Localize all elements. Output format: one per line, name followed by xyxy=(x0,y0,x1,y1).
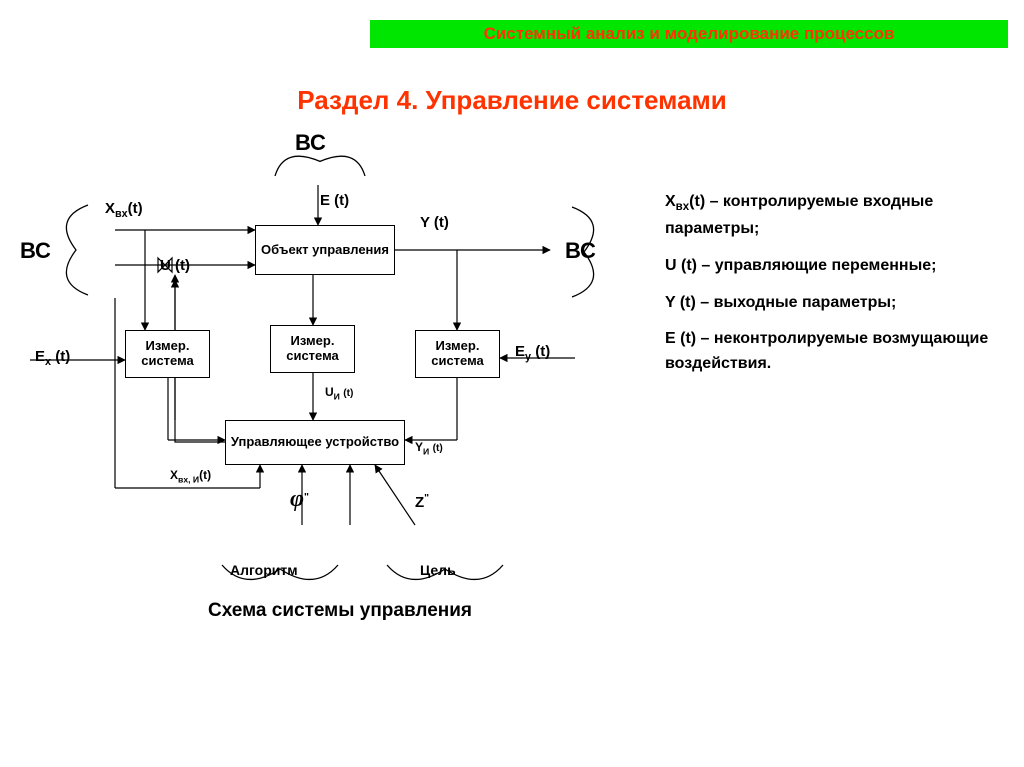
label-algo: Алгоритм xyxy=(230,562,298,578)
legend-item: E (t) – неконтролируемые возмущающие воз… xyxy=(665,327,1005,377)
legend-item: U (t) – управляющие переменные; xyxy=(665,254,1005,279)
control-system-diagram: Объект управления Измер. система Измер. си… xyxy=(20,130,660,610)
label-bc_top: ВС xyxy=(295,130,326,156)
node-ctrl: Управляющее устройство xyxy=(225,420,405,465)
label-x_in: Xвх(t) xyxy=(105,200,143,220)
label-e_t: E (t) xyxy=(320,192,349,209)
node-measX: Измер. система xyxy=(125,330,210,378)
label-ey_t: Ey (t) xyxy=(515,343,550,363)
label-y_i: YИ (t) xyxy=(415,440,443,456)
legend-item: Y (t) – выходные параметры; xyxy=(665,291,1005,316)
header-banner: Системный анализ и моделирование процесс… xyxy=(370,20,1008,48)
label-u_t: U (t) xyxy=(160,257,190,274)
label-phi: φ" xyxy=(290,486,309,513)
node-obj: Объект управления xyxy=(255,225,395,275)
label-bc_left: ВС xyxy=(20,238,51,264)
legend-item: Xвх(t) – контролируемые входные параметр… xyxy=(665,190,1005,242)
label-z: Z" xyxy=(415,492,429,511)
label-goal: Цель xyxy=(420,562,456,578)
section-title: Раздел 4. Управление системами xyxy=(0,85,1024,116)
label-bc_right: ВС xyxy=(565,238,596,264)
label-ex_t: Ex (t) xyxy=(35,348,70,368)
label-u_i: UИ (t) xyxy=(325,385,353,401)
diagram-caption: Схема системы управления xyxy=(20,600,660,622)
node-measU: Измер. система xyxy=(270,325,355,373)
node-measY: Измер. система xyxy=(415,330,500,378)
label-y_t: Y (t) xyxy=(420,214,449,231)
label-x_in_i: Xвх, И(t) xyxy=(170,468,211,484)
legend: Xвх(t) – контролируемые входные параметр… xyxy=(665,190,1005,389)
